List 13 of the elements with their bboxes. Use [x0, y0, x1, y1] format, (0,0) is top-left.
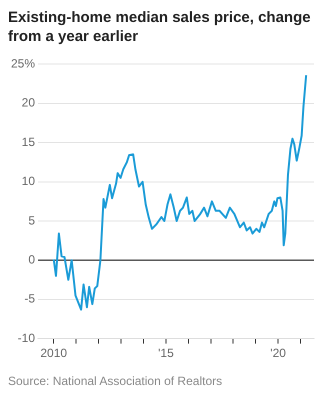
y-tick-label: 20 [22, 96, 36, 110]
x-tick-label: 2010 [40, 346, 68, 360]
y-tick-label: -10 [18, 330, 36, 345]
x-tick-label: '20 [270, 346, 286, 360]
y-tick-label: 5 [28, 213, 36, 228]
chart-title: Existing-home median sales price, change from a year earlier [8, 8, 312, 46]
x-tick-label: '15 [158, 346, 174, 360]
y-tick-label: -5 [24, 292, 36, 306]
y-tick-label: 0 [28, 252, 36, 267]
source-note: Source: National Association of Realtors [8, 374, 224, 388]
y-tick-label: 15 [22, 134, 36, 149]
y-tick-label: 25% [10, 56, 36, 71]
y-tick-label: 10 [22, 174, 36, 188]
